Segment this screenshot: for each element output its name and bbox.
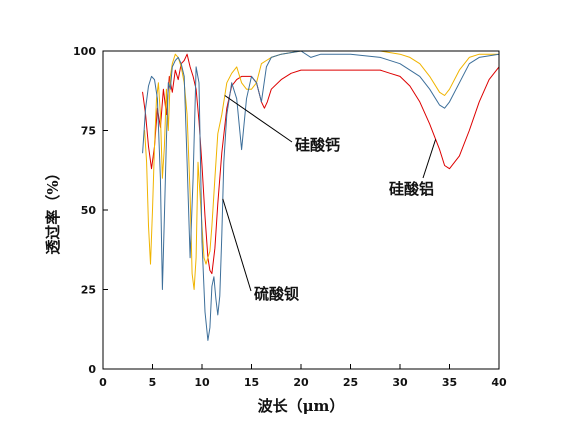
y-tick-label-4: 100 <box>73 45 96 58</box>
annotation-label-2: 硅酸铝 <box>389 180 434 198</box>
y-tick-label-1: 25 <box>81 284 96 297</box>
x-tick-label-7: 35 <box>442 376 457 389</box>
x-tick-label-8: 40 <box>491 376 507 389</box>
x-tick-label-5: 25 <box>343 376 358 389</box>
annotation-label-3: 硫酸钡 <box>254 285 299 303</box>
annotation-leader-2 <box>422 139 437 179</box>
annotation-leader-1 <box>224 95 293 143</box>
x-tick-label-2: 10 <box>194 376 210 389</box>
x-tick-label-0: 0 <box>99 376 107 389</box>
y-axis-title: 透过率（%） <box>44 165 62 254</box>
x-axis-title: 波长（μm） <box>258 397 345 415</box>
annotation-label-1: 硅酸钙 <box>295 136 340 154</box>
x-tick-label-3: 15 <box>244 376 259 389</box>
axes-layer: 0 5 10 15 20 25 30 35 40 0 25 50 75 100 <box>73 45 507 389</box>
x-tick-label-6: 30 <box>392 376 408 389</box>
annotation-leader-3 <box>222 198 252 292</box>
series-line-3 <box>142 50 500 341</box>
series-layer <box>142 50 500 341</box>
x-tick-label-1: 5 <box>149 376 157 389</box>
y-tick-label-3: 75 <box>81 125 96 138</box>
series-line-2 <box>144 50 500 290</box>
y-tick-label-2: 50 <box>81 204 97 217</box>
x-tick-label-4: 20 <box>293 376 309 389</box>
y-tick-label-0: 0 <box>88 363 96 376</box>
